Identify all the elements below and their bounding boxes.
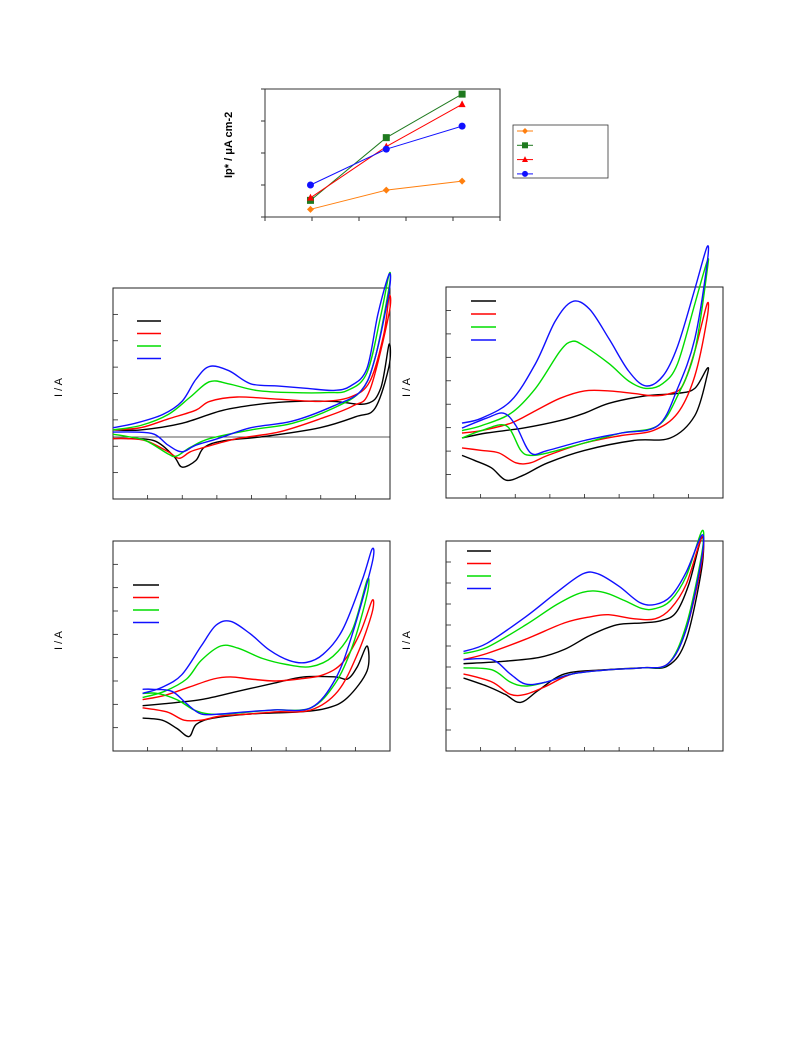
top-legend-marker [522, 142, 528, 149]
panel-a-ylabel: I / A [53, 377, 65, 397]
panel-c: I / A [53, 540, 391, 752]
top-data-point [382, 145, 390, 153]
panel-c-legend [133, 584, 159, 624]
cv-curve [461, 258, 710, 457]
panel-d-ylabel: I / A [401, 630, 413, 650]
top-data-point [382, 134, 390, 142]
panel-b-legend [471, 300, 496, 341]
top-data-point [458, 100, 466, 108]
panel-c-frame [112, 540, 391, 752]
top-chart-ticks [261, 88, 501, 221]
cv-curve [112, 343, 392, 468]
panel-c-ylabel: I / A [53, 630, 65, 650]
cv-curve [142, 577, 370, 716]
panel-a-curves [112, 271, 392, 468]
panel-d-curves [463, 529, 705, 704]
cv-curve [112, 294, 392, 459]
top-chart-ylabel: Ip* / μA cm-2 [223, 112, 235, 178]
cv-curve [463, 534, 705, 686]
panel-b: I / A [401, 245, 724, 499]
panel-d-legend [467, 550, 491, 590]
panel-b-curves [461, 245, 710, 482]
panel-a-ticks [112, 287, 391, 500]
panel-a: I / A [53, 271, 392, 500]
panel-c-curves [142, 547, 375, 738]
top-chart-frame [264, 88, 501, 218]
panel-b-frame [445, 286, 724, 499]
panel-d-frame [445, 540, 724, 752]
cv-curve [142, 547, 375, 716]
top-chart-series [306, 90, 466, 213]
panel-b-ticks [445, 286, 724, 499]
cv-curve [142, 599, 375, 722]
top-legend-marker [522, 156, 528, 162]
top-data-point [458, 90, 466, 98]
top-data-point [382, 186, 390, 194]
panel-d-ticks [445, 540, 724, 752]
top-legend-marker [522, 128, 528, 134]
panel-c-ticks [112, 540, 391, 752]
top-legend-marker [522, 170, 528, 177]
cv-curve [142, 645, 370, 738]
top-data-point [306, 181, 314, 189]
top-summary-chart: Ip* / μA cm-2 [223, 88, 609, 221]
top-data-point [458, 177, 466, 185]
panel-a-legend [137, 320, 161, 360]
panel-b-ylabel: I / A [401, 377, 413, 397]
top-data-point [458, 122, 466, 130]
top-data-point [306, 205, 314, 213]
cv-curve [461, 367, 710, 482]
top-chart-legend [517, 128, 533, 177]
cv-curve [461, 245, 710, 456]
top-data-point [306, 193, 314, 201]
panel-d: I / A [401, 529, 724, 752]
cv-curve [461, 301, 710, 465]
panel-a-frame [112, 287, 391, 500]
top-chart-legend-box [512, 124, 609, 179]
cv-curve [112, 272, 392, 453]
